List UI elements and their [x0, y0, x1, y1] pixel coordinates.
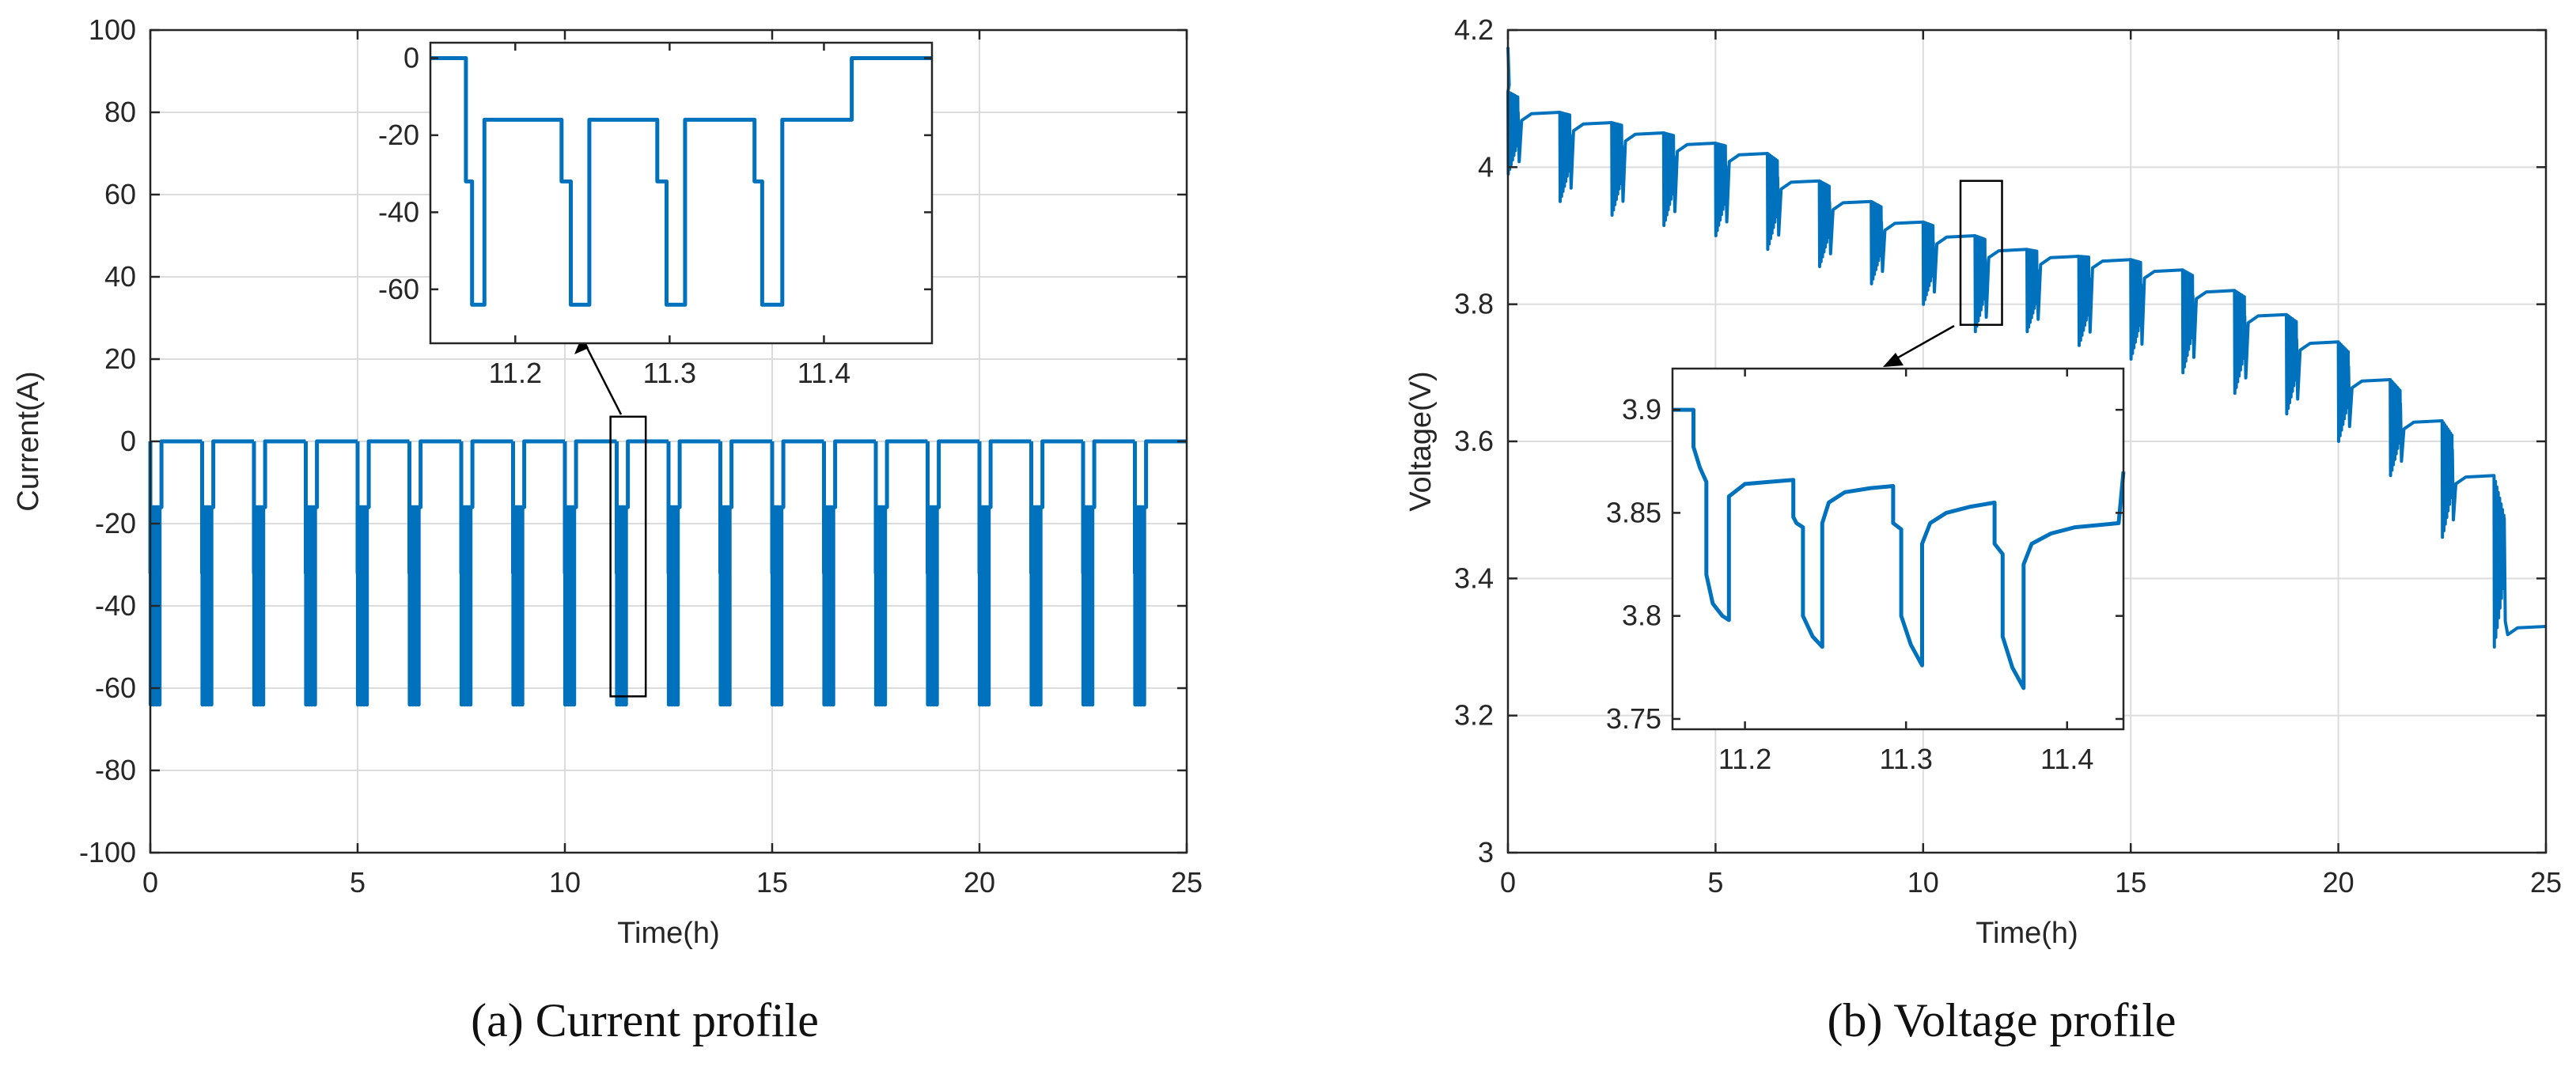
current-inset-xtick-label: 11.2: [489, 357, 542, 389]
current-xlabel: Time(h): [617, 917, 719, 950]
voltage-ytick-label: 3.2: [1454, 699, 1494, 732]
current-pulse-line: [977, 439, 1032, 707]
current-inset-ticks: 11.2 11.3 11.4 0 -20 -40 -60: [378, 41, 932, 389]
voltage-xtick-label: 0: [1500, 866, 1516, 899]
current-pulse-line: [1081, 439, 1135, 707]
voltage-line: [1506, 47, 2547, 649]
current-pulse-line: [148, 439, 203, 707]
voltage-inset-ytick-label: 3.75: [1606, 702, 1661, 735]
current-xtick-label: 10: [549, 866, 581, 899]
current-pulse-line: [355, 439, 410, 707]
current-ytick-label: 80: [104, 96, 136, 128]
current-xtick-label: 20: [964, 866, 995, 899]
current-pulse-line: [304, 439, 358, 707]
current-xtick-label: 15: [756, 866, 788, 899]
current-xtick-label: 5: [350, 866, 366, 899]
voltage-xtick-label: 5: [1707, 866, 1723, 899]
current-inset-background: [430, 43, 932, 343]
voltage-inset-xtick-label: 11.2: [1718, 743, 1771, 775]
voltage-inset-ytick-label: 3.85: [1606, 496, 1661, 528]
current-pulse-line: [459, 439, 513, 707]
current-inset-xtick-label: 11.4: [797, 357, 850, 389]
current-ytick-label: 20: [104, 342, 136, 375]
current-ytick-label: 0: [120, 425, 136, 457]
current-zoom-arrowhead: [574, 335, 589, 354]
current-zoom-arrow: [581, 338, 623, 415]
voltage-caption: (b) Voltage profile: [1827, 994, 2176, 1046]
voltage-xtick-label: 20: [2323, 866, 2354, 899]
current-ytick-label: 100: [89, 13, 136, 46]
current-ytick-label: -20: [95, 507, 136, 539]
current-inset-ytick-label: -60: [378, 273, 419, 305]
current-ytick-label: 60: [104, 178, 136, 210]
current-xtick-label: 25: [1171, 866, 1203, 899]
current-pulse-line: [770, 439, 824, 707]
current-inset-ytick-label: -20: [378, 119, 419, 151]
current-series: [148, 439, 1187, 707]
voltage-inset-ticks: 11.2 11.3 11.4 3.75 3.8 3.85 3.9: [1606, 369, 2123, 775]
current-pulse-line: [926, 439, 979, 707]
voltage-xtick-label: 25: [2530, 866, 2562, 899]
current-xtick-label: 0: [142, 866, 158, 899]
voltage-inset-line: [1673, 407, 2126, 691]
voltage-inset-background: [1673, 369, 2123, 729]
voltage-ylabel: Voltage(V): [1404, 371, 1438, 511]
voltage-xtick-label: 10: [1907, 866, 1939, 899]
voltage-inset-series: [1673, 407, 2126, 691]
current-ytick-label: -80: [95, 754, 136, 786]
voltage-inset-box: [1671, 367, 2125, 731]
voltage-inset: 11.2 11.3 11.4 3.75 3.8 3.85 3.9: [1606, 367, 2126, 775]
current-inset-ytick-label: -40: [378, 195, 419, 228]
current-inset-box: [429, 41, 934, 345]
voltage-inset-xtick-label: 11.4: [2040, 743, 2093, 775]
current-ytick-label: 40: [104, 260, 136, 293]
voltage-ytick-label: 3.6: [1454, 425, 1494, 457]
voltage-ytick-label: 4.2: [1454, 13, 1494, 46]
current-pulse-line: [563, 439, 617, 707]
voltage-inset-xtick-label: 11.3: [1879, 743, 1932, 775]
current-ytick-label: -40: [95, 589, 136, 622]
voltage-inset-ytick-label: 3.9: [1622, 393, 1661, 426]
current-pulse-line: [1133, 439, 1187, 707]
voltage-series: [1506, 47, 2547, 649]
voltage-inset-ytick-label: 3.8: [1622, 600, 1661, 632]
voltage-zoom-arrowhead: [1883, 353, 1904, 367]
current-pulse-line: [718, 439, 772, 707]
voltage-ytick-label: 4: [1478, 150, 1494, 183]
current-caption: (a) Current profile: [471, 994, 819, 1046]
current-ytick-label: -60: [95, 672, 136, 704]
voltage-ytick-label: 3: [1478, 836, 1494, 868]
current-ylabel: Current(A): [12, 371, 45, 511]
current-ticks: 0 5 10 15 20 25 -100 -80 -60 -40 -20 0 20 40 60 80 100: [79, 13, 1203, 899]
current-inset-series: [430, 56, 932, 307]
voltage-xlabel: Time(h): [1976, 917, 2078, 950]
current-pulse-line: [615, 439, 669, 707]
current-pulse-line: [1029, 439, 1083, 707]
voltage-xtick-label: 15: [2115, 866, 2146, 899]
current-inset-ytick-label: 0: [403, 41, 419, 74]
current-pulse-line: [407, 439, 461, 707]
current-pulse-line: [873, 439, 928, 707]
current-pulse-line: [822, 439, 876, 707]
voltage-ytick-label: 3.4: [1454, 562, 1494, 594]
current-ytick-label: -100: [79, 836, 136, 868]
current-inset-line: [430, 56, 932, 307]
current-chart: 0 5 10 15 20 25 -100 -80 -60 -40 -20 0 20 40 60 80 100 1…: [12, 13, 1203, 1046]
current-pulse-line: [666, 439, 721, 707]
voltage-chart: 0 5 10 15 20 25 3 3.2 3.4 3.6 3.8 4 4.2 11.2 11.3 11.4…: [1404, 13, 2562, 1046]
voltage-zoom-region: [1959, 180, 2003, 326]
current-inset: 11.2 11.3 11.4 0 -20 -40 -60: [378, 41, 934, 389]
voltage-ticks: 0 5 10 15 20 25 3 3.2 3.4 3.6 3.8 4 4.2: [1454, 13, 2562, 899]
current-zoom-region: [609, 415, 647, 698]
current-pulse-line: [511, 439, 565, 707]
current-inset-xtick-label: 11.3: [643, 357, 696, 389]
current-pulse-line: [252, 439, 306, 707]
current-pulse-line: [200, 439, 254, 707]
voltage-ytick-label: 3.8: [1454, 288, 1494, 320]
